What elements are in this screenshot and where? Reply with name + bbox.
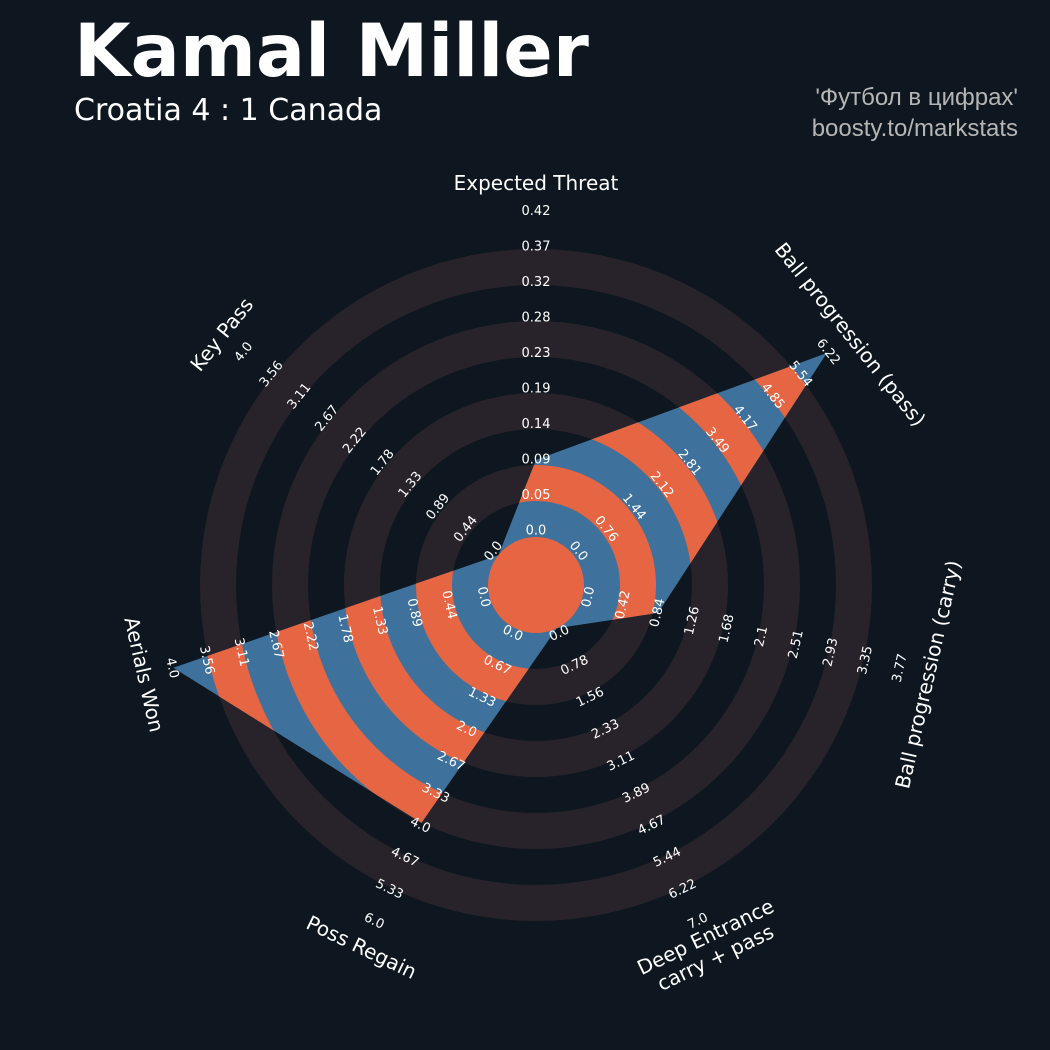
tick-label: 4.0 — [232, 339, 257, 365]
tick-label: 3.56 — [196, 644, 217, 676]
tick-label: 3.11 — [231, 637, 252, 669]
tick-label: 1.26 — [682, 605, 703, 637]
param-label: Key Pass — [185, 293, 258, 376]
page-title: Kamal Miller — [74, 9, 589, 94]
credit-line-2: boosty.to/markstats — [811, 115, 1018, 143]
tick-label: 0.0 — [526, 524, 547, 539]
tick-label: 2.22 — [300, 621, 321, 653]
tick-label: 0.0 — [474, 585, 493, 609]
tick-label: 0.89 — [404, 597, 425, 629]
tick-label: 2.51 — [786, 629, 807, 661]
tick-label: 3.35 — [855, 644, 876, 676]
tick-label: 0.44 — [438, 589, 459, 621]
tick-label: 0.32 — [522, 275, 551, 290]
tick-label: 0.42 — [522, 204, 551, 219]
tick-label: 0.23 — [522, 346, 551, 361]
tick-label: 0.14 — [522, 417, 551, 432]
param-label: Expected Threat — [454, 171, 619, 195]
tick-label: 1.68 — [717, 613, 738, 645]
tick-label: 0.42 — [613, 589, 634, 621]
credit-line-1: 'Футбол в цифрах' — [815, 84, 1018, 111]
match-subtitle: Croatia 4 : 1 Canada — [74, 93, 383, 128]
tick-label: 0.05 — [522, 488, 551, 503]
param-label: Deep Entrancecarry + pass — [633, 894, 787, 1001]
tick-label: 0.28 — [522, 311, 551, 326]
tick-label: 0.19 — [522, 382, 551, 397]
tick-label: 6.0 — [361, 910, 386, 932]
tick-label: 0.84 — [647, 597, 668, 629]
tick-label: 0.37 — [522, 240, 551, 255]
tick-label: 0.09 — [522, 453, 551, 468]
tick-label: 2.1 — [752, 625, 771, 649]
tick-label: 0.0 — [579, 585, 598, 609]
radar-center — [488, 537, 584, 633]
param-label: Aerials Won — [119, 614, 169, 734]
tick-label: 1.78 — [334, 613, 355, 645]
tick-label: 2.93 — [820, 637, 841, 669]
tick-label: 2.67 — [265, 629, 286, 661]
tick-label: 3.77 — [890, 652, 911, 684]
credit-block: 'Футбол в цифрах' boosty.to/markstats — [812, 82, 1018, 144]
tick-label: 1.33 — [369, 605, 390, 637]
tick-label: 4.0 — [162, 656, 181, 680]
